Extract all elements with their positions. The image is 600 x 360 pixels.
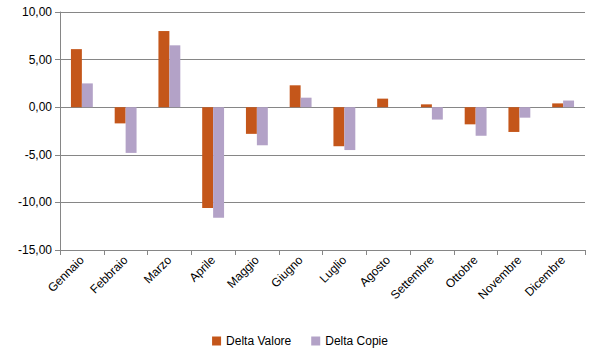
svg-text:Marzo: Marzo [141, 253, 175, 287]
svg-text:Maggio: Maggio [224, 253, 262, 291]
svg-text:Delta Valore: Delta Valore [226, 334, 291, 348]
svg-text:Delta Copie: Delta Copie [325, 334, 388, 348]
svg-text:-5,00: -5,00 [25, 148, 53, 162]
svg-text:Novembre: Novembre [475, 253, 524, 302]
svg-text:-15,00: -15,00 [18, 243, 52, 257]
svg-text:Febbraio: Febbraio [87, 253, 131, 297]
svg-text:-10,00: -10,00 [18, 195, 52, 209]
svg-text:Luglio: Luglio [317, 253, 350, 286]
svg-text:Aprile: Aprile [187, 253, 219, 285]
svg-text:0,00: 0,00 [29, 100, 53, 114]
svg-text:5,00: 5,00 [29, 53, 53, 67]
svg-text:Gennaio: Gennaio [45, 253, 87, 295]
svg-text:Dicembre: Dicembre [522, 253, 568, 299]
svg-text:Settembre: Settembre [388, 253, 437, 302]
svg-text:Ottobre: Ottobre [442, 253, 480, 291]
svg-text:Giugno: Giugno [268, 253, 305, 290]
svg-text:Agosto: Agosto [357, 253, 394, 290]
svg-text:10,00: 10,00 [22, 5, 52, 19]
